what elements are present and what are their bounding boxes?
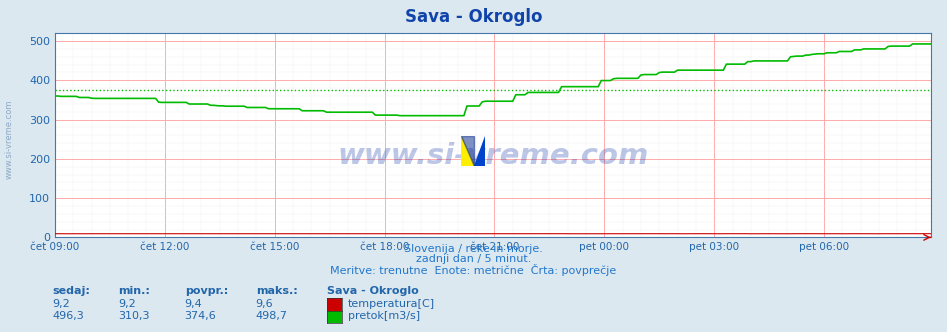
Text: Sava - Okroglo: Sava - Okroglo	[327, 286, 419, 296]
Text: min.:: min.:	[118, 286, 151, 296]
Text: Meritve: trenutne  Enote: metrične  Črta: povprečje: Meritve: trenutne Enote: metrične Črta: …	[331, 264, 616, 276]
Text: 9,2: 9,2	[52, 299, 70, 309]
Text: 310,3: 310,3	[118, 311, 150, 321]
Text: 374,6: 374,6	[185, 311, 217, 321]
Text: www.si-vreme.com: www.si-vreme.com	[5, 100, 14, 179]
Text: povpr.:: povpr.:	[185, 286, 228, 296]
Text: 498,7: 498,7	[256, 311, 288, 321]
Text: pretok[m3/s]: pretok[m3/s]	[348, 311, 420, 321]
Text: 9,4: 9,4	[185, 299, 203, 309]
Text: Sava - Okroglo: Sava - Okroglo	[404, 8, 543, 26]
Text: 9,2: 9,2	[118, 299, 136, 309]
Text: maks.:: maks.:	[256, 286, 297, 296]
Text: sedaj:: sedaj:	[52, 286, 90, 296]
Text: 496,3: 496,3	[52, 311, 84, 321]
Polygon shape	[461, 136, 474, 166]
Text: 9,6: 9,6	[256, 299, 274, 309]
Text: Slovenija / reke in morje.: Slovenija / reke in morje.	[404, 244, 543, 254]
Polygon shape	[474, 136, 485, 166]
Polygon shape	[461, 136, 474, 166]
Text: www.si-vreme.com: www.si-vreme.com	[337, 142, 649, 170]
Text: zadnji dan / 5 minut.: zadnji dan / 5 minut.	[416, 254, 531, 264]
Text: temperatura[C]: temperatura[C]	[348, 299, 435, 309]
